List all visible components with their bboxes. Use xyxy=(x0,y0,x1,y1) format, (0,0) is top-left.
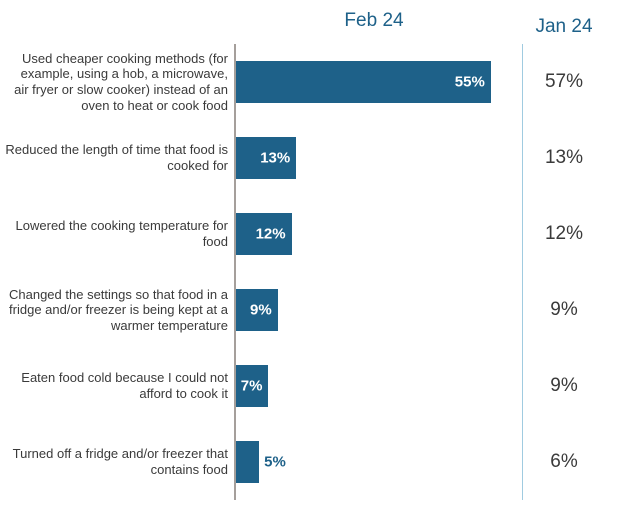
chart-header-jan-col: Jan 24 xyxy=(514,16,614,44)
row-jan-col: 57% xyxy=(514,71,614,93)
row-bar-col: 5% xyxy=(234,424,514,500)
row-label: Lowered the cooking temperature for food xyxy=(4,218,228,249)
chart-row: Changed the settings so that food in a f… xyxy=(4,272,622,348)
feb-column-header: Feb 24 xyxy=(234,10,514,38)
bar: 55% xyxy=(236,61,491,103)
chart-rows: Used cheaper cooking methods (for exampl… xyxy=(4,44,622,500)
bar-value: 9% xyxy=(250,302,272,319)
row-label: Reduced the length of time that food is … xyxy=(4,142,228,173)
bar-value: 7% xyxy=(241,378,263,395)
chart-header-bar-col: Feb 24 xyxy=(234,10,514,44)
row-label-col: Reduced the length of time that food is … xyxy=(4,142,234,173)
bar: 12% xyxy=(236,213,292,255)
row-jan-col: 9% xyxy=(514,375,614,397)
column-divider-line xyxy=(522,44,523,500)
row-bar-col: 9% xyxy=(234,272,514,348)
row-label-col: Lowered the cooking temperature for food xyxy=(4,218,234,249)
bar-value: 55% xyxy=(455,74,485,91)
row-bar-col: 7% xyxy=(234,348,514,424)
row-label: Used cheaper cooking methods (for exampl… xyxy=(4,51,228,113)
row-bar-col: 12% xyxy=(234,196,514,272)
row-label-col: Turned off a fridge and/or freezer that … xyxy=(4,446,234,477)
chart-row: Lowered the cooking temperature for food… xyxy=(4,196,622,272)
row-bar-col: 13% xyxy=(234,120,514,196)
jan-value: 13% xyxy=(514,147,614,169)
jan-value: 6% xyxy=(514,451,614,473)
row-bar-col: 55% xyxy=(234,44,514,120)
chart-header-row: Feb 24 Jan 24 xyxy=(4,10,622,44)
row-label: Changed the settings so that food in a f… xyxy=(4,287,228,334)
bar: 13% xyxy=(236,137,296,179)
jan-value: 9% xyxy=(514,299,614,321)
chart-row: Turned off a fridge and/or freezer that … xyxy=(4,424,622,500)
row-label-col: Used cheaper cooking methods (for exampl… xyxy=(4,51,234,113)
jan-value: 9% xyxy=(514,375,614,397)
chart: Feb 24 Jan 24 Used cheaper cooking metho… xyxy=(0,0,632,508)
bar-value: 12% xyxy=(256,226,286,243)
row-label-col: Eaten food cold because I could not affo… xyxy=(4,370,234,401)
row-jan-col: 13% xyxy=(514,147,614,169)
row-label-col: Changed the settings so that food in a f… xyxy=(4,287,234,334)
bar-value: 13% xyxy=(260,150,290,167)
jan-value: 12% xyxy=(514,223,614,245)
row-jan-col: 9% xyxy=(514,299,614,321)
jan-value: 57% xyxy=(514,71,614,93)
row-label: Eaten food cold because I could not affo… xyxy=(4,370,228,401)
chart-row: Reduced the length of time that food is … xyxy=(4,120,622,196)
row-label: Turned off a fridge and/or freezer that … xyxy=(4,446,228,477)
bar-value: 5% xyxy=(264,454,286,471)
bar: 7% xyxy=(236,365,268,407)
jan-column-header: Jan 24 xyxy=(514,16,614,44)
row-jan-col: 12% xyxy=(514,223,614,245)
chart-row: Used cheaper cooking methods (for exampl… xyxy=(4,44,622,120)
bar: 9% xyxy=(236,289,278,331)
row-jan-col: 6% xyxy=(514,451,614,473)
chart-row: Eaten food cold because I could not affo… xyxy=(4,348,622,424)
bar: 5% xyxy=(236,441,259,483)
